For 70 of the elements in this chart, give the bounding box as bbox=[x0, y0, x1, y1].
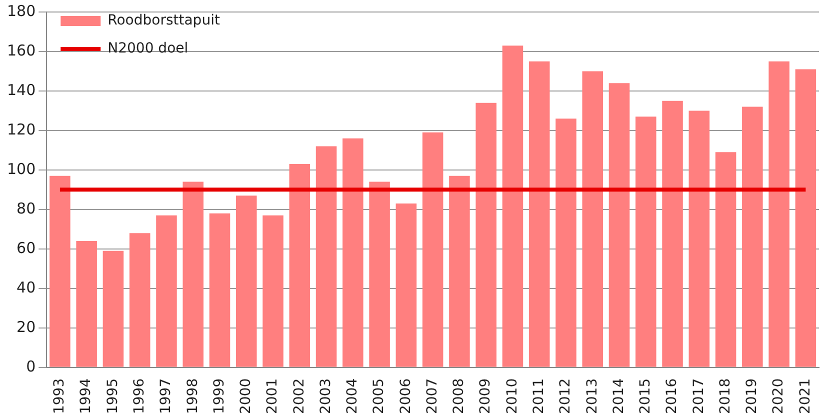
bar bbox=[156, 215, 177, 367]
x-tick-label: 2012 bbox=[558, 378, 574, 414]
bar bbox=[795, 69, 816, 367]
x-tick-label: 2005 bbox=[371, 378, 388, 414]
legend-label: Roodborsttapuit bbox=[108, 12, 220, 29]
legend-label: N2000 doel bbox=[108, 40, 188, 57]
bar bbox=[502, 46, 524, 367]
bar bbox=[396, 204, 417, 367]
x-tick-label: 2009 bbox=[478, 378, 494, 414]
x-tick-label: 2011 bbox=[530, 378, 547, 414]
x-tick-label: 2003 bbox=[318, 378, 334, 414]
bar bbox=[262, 215, 284, 367]
bar bbox=[76, 241, 97, 367]
x-tick-label: 2001 bbox=[264, 378, 281, 414]
y-tick-label: 120 bbox=[6, 120, 36, 138]
bar bbox=[556, 118, 576, 367]
bar bbox=[476, 102, 496, 367]
x-tick-label: 1994 bbox=[78, 378, 94, 414]
bar bbox=[129, 233, 150, 367]
x-tick-label: 2004 bbox=[344, 378, 361, 414]
bar bbox=[582, 71, 604, 367]
bar bbox=[342, 138, 364, 367]
x-tick-label: 2020 bbox=[770, 378, 787, 414]
x-tick-label: 2002 bbox=[291, 378, 308, 414]
bar bbox=[768, 61, 790, 367]
x-tick-label: 2018 bbox=[717, 378, 734, 414]
x-tick-label: 1997 bbox=[158, 378, 174, 414]
x-tick-label: 2008 bbox=[451, 378, 468, 414]
x-tick-label: 1998 bbox=[184, 378, 201, 414]
bar bbox=[422, 132, 444, 367]
x-tick-label: 2010 bbox=[504, 378, 520, 414]
y-tick-label: 140 bbox=[6, 80, 36, 99]
bar bbox=[449, 176, 470, 367]
bar bbox=[635, 116, 656, 367]
x-tick-label: 2019 bbox=[744, 378, 760, 414]
y-tick-label: 100 bbox=[6, 160, 36, 178]
bar bbox=[528, 61, 550, 367]
y-tick-label: 40 bbox=[16, 278, 36, 296]
y-tick-label: 180 bbox=[6, 2, 36, 20]
y-tick-label: 20 bbox=[16, 318, 36, 336]
bar bbox=[688, 110, 710, 367]
x-tick-label: 2017 bbox=[690, 378, 707, 414]
bar bbox=[608, 83, 630, 367]
x-tick-label: 2007 bbox=[424, 378, 440, 414]
x-tick-label: 1999 bbox=[211, 378, 228, 414]
bar bbox=[236, 196, 257, 367]
bar bbox=[369, 182, 390, 367]
x-tick-label: 2016 bbox=[664, 378, 680, 414]
bar bbox=[182, 182, 204, 367]
bar bbox=[715, 152, 736, 367]
x-tick-label: 1995 bbox=[104, 378, 121, 414]
x-tick-label: 1996 bbox=[131, 378, 148, 414]
x-tick-label: 2006 bbox=[398, 378, 414, 414]
x-tick-label: 1993 bbox=[52, 378, 68, 414]
bar bbox=[742, 106, 763, 367]
x-tick-label: 2014 bbox=[610, 378, 627, 414]
y-tick-label: 160 bbox=[6, 41, 36, 60]
bar bbox=[289, 164, 310, 367]
bar bbox=[662, 100, 683, 367]
y-tick-label: 0 bbox=[26, 357, 36, 376]
y-tick-label: 60 bbox=[16, 238, 36, 257]
x-tick-label: 2015 bbox=[638, 378, 654, 414]
bar bbox=[209, 213, 230, 367]
x-tick-label: 2013 bbox=[584, 378, 600, 414]
bar bbox=[50, 176, 70, 367]
x-tick-label: 2000 bbox=[238, 378, 254, 414]
bar bbox=[316, 146, 337, 367]
x-tick-label: 2021 bbox=[797, 378, 814, 414]
bar bbox=[102, 250, 124, 367]
y-tick-label: 80 bbox=[16, 199, 36, 218]
